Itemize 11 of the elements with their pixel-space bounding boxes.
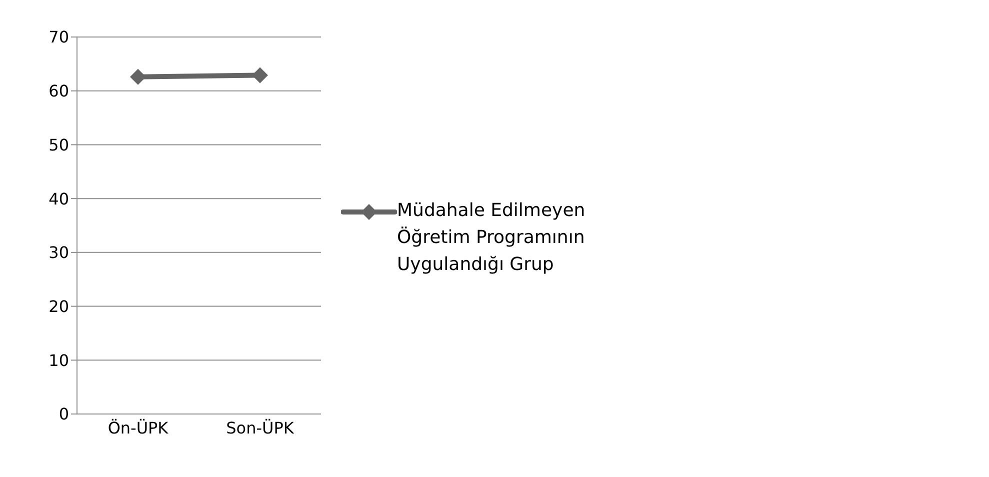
x-tick-label: Son-ÜPK	[226, 418, 294, 438]
x-tick-label: Ön-ÜPK	[108, 418, 169, 438]
y-tick-label: 10	[48, 350, 69, 370]
y-tick-label: 20	[48, 296, 69, 316]
y-tick-label: 40	[48, 189, 69, 208]
y-tick-label: 30	[48, 243, 69, 262]
y-tick-label: 60	[48, 82, 69, 101]
y-tick-label: 0	[58, 404, 69, 424]
y-tick-label: 50	[48, 135, 69, 154]
legend-label: Müdahale Edilmeyen Öğretim Programının Uygulandığı Grup	[397, 198, 586, 276]
y-tick-label: 70	[48, 28, 69, 47]
